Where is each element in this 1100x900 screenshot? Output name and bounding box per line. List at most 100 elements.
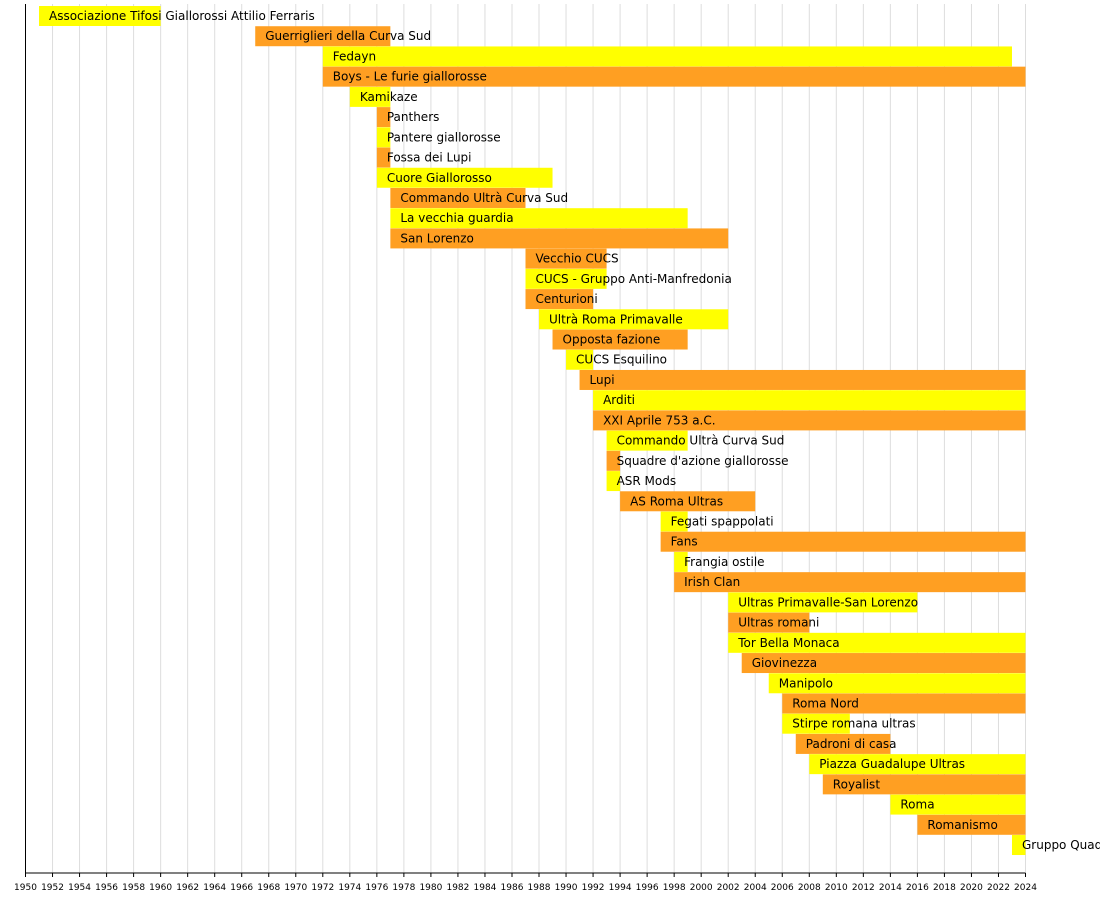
x-tick-label: 1982 — [446, 883, 469, 893]
bar-label: Kamikaze — [360, 90, 418, 104]
bar-label: Vecchio CUCS — [536, 252, 619, 266]
x-tick-label: 2006 — [771, 883, 794, 893]
x-tick-label: 2002 — [717, 883, 740, 893]
bar-label: Opposta fazione — [563, 333, 661, 347]
x-tick-label: 1998 — [663, 883, 686, 893]
timeline-bar — [809, 754, 1026, 775]
timeline-bar — [525, 268, 607, 289]
x-tick-label: 1956 — [95, 883, 118, 893]
x-tick-label: 1996 — [636, 883, 659, 893]
timeline-bar — [728, 632, 1026, 653]
x-tick-label: 2022 — [987, 883, 1010, 893]
timeline-bar — [768, 673, 1026, 694]
bar-label: Fedayn — [333, 49, 376, 63]
bar-label: CUCS Esquilino — [576, 353, 667, 367]
x-tick-label: 1980 — [419, 883, 442, 893]
timeline-bar — [606, 430, 688, 451]
x-tick-label: 1960 — [149, 883, 172, 893]
bar-label: Panthers — [387, 110, 440, 124]
x-tick-label: 1984 — [474, 883, 497, 893]
timeline-bar — [660, 511, 688, 532]
bar-label: Piazza Guadalupe Ultras — [819, 757, 965, 771]
bar-label: CUCS - Gruppo Anti-Manfredonia — [536, 272, 732, 286]
bar-label: Giovinezza — [752, 656, 817, 670]
bar-label: Roma — [900, 798, 934, 812]
timeline-bar — [917, 814, 1026, 835]
timeline-bar — [376, 147, 391, 168]
x-tick-label: 1976 — [365, 883, 388, 893]
bar-label: Boys - Le furie giallorosse — [333, 70, 487, 84]
x-tick-label: 2018 — [933, 883, 956, 893]
bar-label: Tor Bella Monaca — [737, 636, 839, 650]
timeline-bar — [255, 26, 391, 47]
timeline-bar — [390, 208, 688, 229]
timeline-bar — [674, 551, 688, 572]
bar-label: Commando Ultrà Curva Sud — [400, 191, 568, 205]
bar-label: La vecchia guardia — [400, 211, 513, 225]
timeline-bar — [593, 390, 1026, 411]
x-tick-label: 1964 — [203, 883, 226, 893]
x-tick-label: 1962 — [176, 883, 199, 893]
bar-label: Ultrà Roma Primavalle — [549, 312, 683, 326]
x-tick-label: 1952 — [41, 883, 64, 893]
x-tick-label: 1990 — [555, 883, 578, 893]
timeline-bar — [606, 471, 621, 492]
timeline-bar — [593, 410, 1026, 431]
bar-label: Centurioni — [536, 292, 598, 306]
x-tick-label: 2016 — [906, 883, 929, 893]
x-tick-label: 1972 — [311, 883, 334, 893]
timeline-bar — [890, 794, 1026, 815]
timeline-bar — [620, 491, 756, 512]
bar-label: Fans — [671, 535, 698, 549]
x-tick-label: 2010 — [825, 883, 848, 893]
timeline-bar — [728, 612, 810, 633]
x-tick-label: 2012 — [852, 883, 875, 893]
timeline-bar — [822, 774, 1026, 795]
bar-label: Stirpe romana ultras — [792, 717, 915, 731]
timeline-bar — [795, 733, 891, 754]
x-tick-label: 1954 — [68, 883, 91, 893]
timeline-bar — [1011, 835, 1026, 856]
timeline-bar — [39, 6, 161, 26]
timeline-bar — [322, 66, 1026, 87]
bar-label: Lupi — [590, 373, 615, 387]
x-tick-label: 1970 — [284, 883, 307, 893]
timeline-bar — [525, 248, 607, 269]
bar-label: Frangia ostile — [684, 555, 764, 569]
bar-label: Ultras romani — [738, 616, 819, 630]
x-tick-label: 1992 — [582, 883, 605, 893]
timeline-bar — [728, 592, 918, 613]
bar-label: Squadre d'azione giallorosse — [617, 454, 789, 468]
timeline-bar — [539, 309, 729, 330]
timeline-bar — [674, 572, 1026, 593]
bar-label: Roma Nord — [792, 696, 859, 710]
timeline-bar — [349, 86, 391, 107]
bar-label: XXI Aprile 753 a.C. — [603, 413, 716, 427]
x-tick-label: 2020 — [960, 883, 983, 893]
bar-label: Gruppo Quadraro — [1022, 838, 1100, 852]
x-tick-label: 1974 — [338, 883, 361, 893]
x-tick-label: 1988 — [528, 883, 551, 893]
bar-label: Irish Clan — [684, 575, 740, 589]
timeline-bar — [566, 349, 594, 370]
bar-label: Associazione Tifosi Giallorossi Attilio … — [49, 9, 315, 23]
timeline-bar — [525, 289, 594, 310]
x-tick-label: 1978 — [392, 883, 415, 893]
x-tick-label: 1994 — [609, 883, 632, 893]
timeline-bar — [552, 329, 688, 350]
bar-label: Fossa dei Lupi — [387, 151, 472, 165]
x-tick-label: 2004 — [744, 883, 767, 893]
x-tick-label: 1950 — [14, 883, 37, 893]
bar-label: Ultras Primavalle-San Lorenzo — [738, 595, 918, 609]
timeline-bar — [606, 450, 621, 471]
timeline-bar — [579, 369, 1026, 390]
bar-label: Cuore Giallorosso — [387, 171, 492, 185]
x-tick-label: 2008 — [798, 883, 821, 893]
bar-label: AS Roma Ultras — [630, 494, 723, 508]
x-tick-label: 2014 — [879, 883, 902, 893]
bar-label: Arditi — [603, 393, 635, 407]
timeline-bar — [782, 713, 850, 734]
bars — [39, 6, 1026, 856]
x-tick-label: 1958 — [122, 883, 145, 893]
